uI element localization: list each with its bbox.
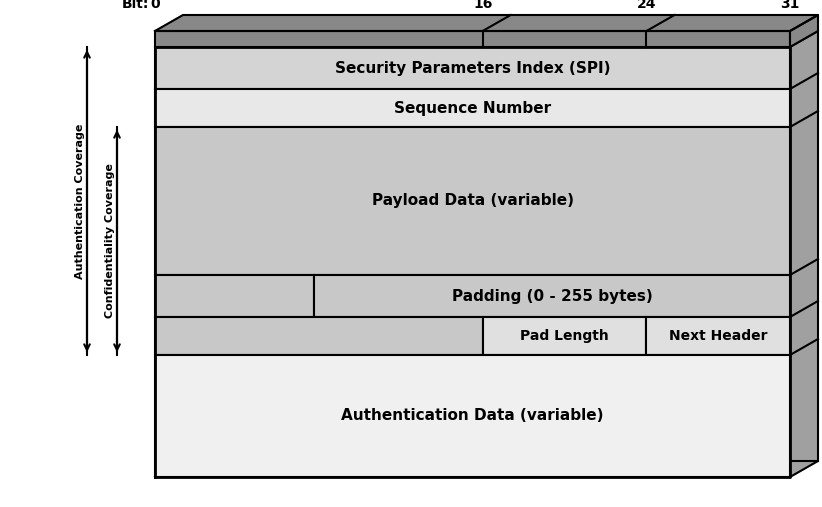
Text: Bit:: Bit: <box>122 0 149 11</box>
Text: 0: 0 <box>150 0 159 11</box>
Bar <box>155 47 790 89</box>
Text: 24: 24 <box>637 0 656 11</box>
Bar <box>155 31 790 47</box>
Text: Next Header: Next Header <box>669 329 768 343</box>
Text: Pad Length: Pad Length <box>520 329 609 343</box>
Text: Security Parameters Index (SPI): Security Parameters Index (SPI) <box>335 60 610 76</box>
Text: Payload Data (variable): Payload Data (variable) <box>372 194 574 208</box>
Polygon shape <box>155 15 818 31</box>
Polygon shape <box>790 15 818 47</box>
Polygon shape <box>790 31 818 477</box>
Text: Authentication Coverage: Authentication Coverage <box>75 123 85 279</box>
Text: Authentication Data (variable): Authentication Data (variable) <box>341 409 603 423</box>
Bar <box>646 317 790 355</box>
Text: Sequence Number: Sequence Number <box>394 100 551 116</box>
Text: 31: 31 <box>780 0 800 11</box>
Bar <box>155 355 790 477</box>
Text: 16: 16 <box>473 0 492 11</box>
Bar <box>155 89 790 127</box>
Text: Padding (0 - 255 bytes): Padding (0 - 255 bytes) <box>451 288 652 304</box>
Text: Confidentiality Coverage: Confidentiality Coverage <box>105 164 115 318</box>
Bar <box>155 317 483 355</box>
Bar <box>155 127 790 275</box>
Bar <box>155 275 314 317</box>
Bar <box>314 275 790 317</box>
Bar <box>483 317 646 355</box>
